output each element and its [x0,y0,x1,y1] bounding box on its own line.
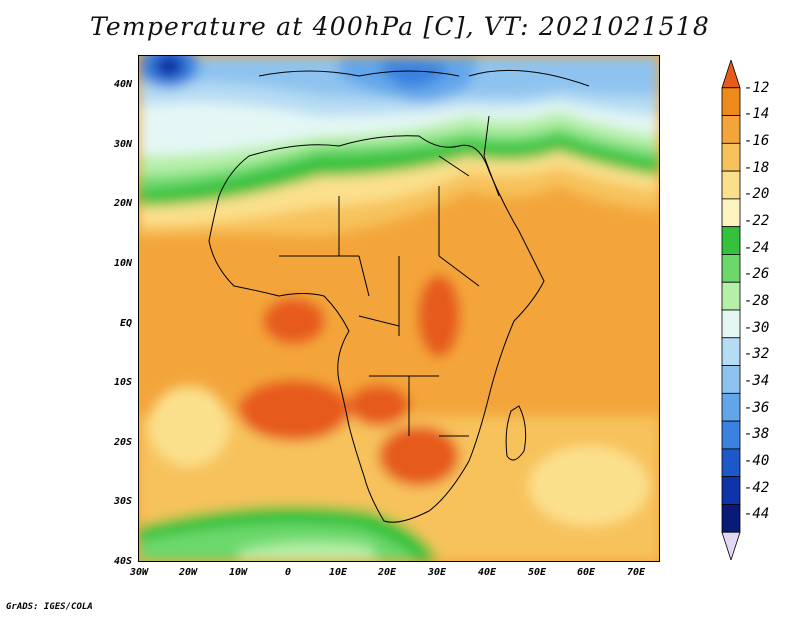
chart-title: Temperature at 400hPa [C], VT: 202102151… [90,12,710,41]
colorbar-segment [721,531,741,560]
colorbar-label-13: -38 [744,426,770,442]
lat-label-20n: 20N [113,198,132,209]
colorbar-segment [721,504,741,533]
temperature-field [139,56,659,561]
coastlines [208,69,590,523]
lon-label-70e: 70E [626,567,646,578]
colorbar-segment [721,281,741,311]
footer-credit: GrADS: IGES/COLA [6,602,93,612]
colorbar-label-16: -44 [744,506,770,522]
colorbar-segment [721,476,741,505]
colorbar-label-12: -36 [744,400,770,416]
lat-label-30s: 30S [113,496,132,507]
lon-label-20e: 20E [377,567,397,578]
lon-label-10e: 10E [328,567,348,578]
lat-label-20s: 20S [113,437,132,448]
lon-label-30e: 30E [427,567,447,578]
lon-label-40e: 40E [477,567,497,578]
lat-label-10n: 10N [113,258,132,269]
colorbar-label-3: -18 [744,160,770,176]
lat-label-eq: EQ [119,318,132,329]
colorbar-segment [721,60,741,89]
colorbar-segment [721,365,741,394]
colorbar-label-8: -28 [744,293,770,309]
temperature-map [138,55,660,562]
lat-label-40n: 40N [113,79,132,90]
colorbar-segment [721,337,741,366]
colorbar [721,60,741,560]
colorbar-label-14: -40 [744,453,770,469]
lon-label-0: 0 [284,567,292,578]
colorbar-label-10: -32 [744,346,770,362]
lon-label-50e: 50E [527,567,547,578]
lat-label-10s: 10S [113,377,132,388]
colorbar-label-11: -34 [744,373,770,389]
colorbar-segment [721,226,741,255]
lon-label-10w: 10W [228,567,248,578]
colorbar-label-9: -30 [744,320,770,336]
colorbar-segment [721,420,741,450]
lon-label-20w: 20W [178,567,198,578]
colorbar-segment [721,254,741,283]
colorbar-segment [721,198,741,228]
lon-label-30w: 30W [129,567,149,578]
colorbar-label-15: -42 [744,480,770,496]
colorbar-segment [721,87,741,116]
colorbar-segment [721,170,741,200]
colorbar-label-7: -26 [744,266,770,282]
colorbar-label-0: -12 [744,80,770,96]
lat-label-40s: 40S [113,556,132,567]
colorbar-label-4: -20 [744,186,770,202]
colorbar-label-2: -16 [744,133,770,149]
lat-label-30n: 30N [113,139,132,150]
colorbar-label-5: -22 [744,213,770,229]
colorbar-label-1: -14 [744,106,770,122]
colorbar-segment [721,115,741,144]
lon-label-60e: 60E [576,567,596,578]
map-svg [139,56,659,561]
colorbar-segment [721,142,741,172]
colorbar-label-6: -24 [744,240,770,256]
colorbar-segment [721,309,741,339]
colorbar-segment [721,448,741,478]
colorbar-segment [721,392,741,422]
